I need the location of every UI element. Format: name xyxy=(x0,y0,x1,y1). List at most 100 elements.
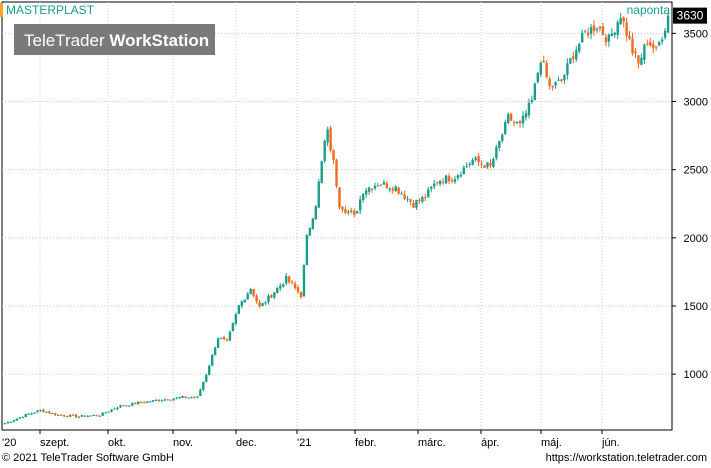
x-tick-label: máj. xyxy=(541,437,562,449)
candle-body xyxy=(444,175,448,184)
candle-body xyxy=(128,405,131,407)
candle-body xyxy=(175,397,178,399)
candle-body xyxy=(181,395,184,398)
candle-body xyxy=(586,32,590,36)
candle-body xyxy=(261,303,264,306)
candle-body xyxy=(628,35,631,39)
candle-body xyxy=(83,415,87,417)
candle-body xyxy=(655,46,658,48)
candle-body xyxy=(326,129,329,143)
candle-body xyxy=(554,81,557,86)
candle-body xyxy=(45,411,48,413)
candle-body xyxy=(18,417,21,419)
candle-body xyxy=(119,405,122,408)
candle-body xyxy=(474,157,477,160)
candle-body xyxy=(208,365,211,376)
candle-body xyxy=(329,127,332,151)
candle-body xyxy=(92,414,95,416)
candle-body xyxy=(666,15,670,33)
candle-body xyxy=(249,289,252,295)
x-tick-label: '21 xyxy=(297,437,311,449)
candle-body xyxy=(646,43,649,45)
candle-body xyxy=(184,396,187,398)
candle-body xyxy=(592,25,596,32)
candle-body xyxy=(116,407,119,410)
candle-body xyxy=(359,199,362,211)
source-url[interactable]: https://workstation.teletrader.com xyxy=(545,452,707,464)
candle-body xyxy=(234,314,238,324)
x-tick-label: ápr. xyxy=(481,437,499,449)
candle-body xyxy=(536,73,539,83)
candle-body xyxy=(435,182,439,184)
candle-body xyxy=(131,402,134,406)
candle-body xyxy=(98,415,101,417)
candle-body xyxy=(370,188,374,190)
candle-body xyxy=(581,32,584,43)
candle-body xyxy=(388,188,391,190)
candle-body xyxy=(462,167,465,175)
candle-body xyxy=(199,389,202,396)
candle-body xyxy=(361,193,365,200)
candle-body xyxy=(33,412,36,414)
candle-body xyxy=(486,162,489,167)
candle-body xyxy=(515,122,519,124)
candle-body xyxy=(619,18,622,25)
candle-body xyxy=(504,122,507,134)
candle-body xyxy=(332,149,335,160)
candle-body xyxy=(489,163,492,166)
candle-body xyxy=(477,156,480,163)
candle-body xyxy=(450,180,454,182)
candle-body xyxy=(293,283,297,289)
candle-body xyxy=(270,294,273,298)
candle-body xyxy=(412,202,415,208)
plot-frame xyxy=(1,1,673,431)
candle-body xyxy=(258,301,261,307)
candle-body xyxy=(252,289,255,297)
interval-label: naponta xyxy=(627,3,671,17)
candle-body xyxy=(418,199,421,201)
candle-body xyxy=(409,199,412,202)
candle-body xyxy=(211,354,214,366)
candle-body xyxy=(36,410,39,413)
candle-body xyxy=(160,400,164,402)
candle-body xyxy=(285,275,288,284)
candle-body xyxy=(560,79,563,82)
candle-body xyxy=(631,38,634,54)
y-tick-label: 3000 xyxy=(684,97,708,109)
candle-body xyxy=(376,185,380,187)
candle-body xyxy=(148,401,152,403)
candle-body xyxy=(63,415,66,417)
candle-body xyxy=(344,209,347,213)
candle-body xyxy=(30,413,33,415)
candle-body xyxy=(364,190,368,195)
candle-body xyxy=(145,401,149,403)
candle-body xyxy=(216,338,220,348)
candle-body xyxy=(169,399,172,401)
candle-body xyxy=(187,397,190,399)
candle-body xyxy=(237,305,241,314)
candle-body xyxy=(465,166,468,168)
candle-body xyxy=(60,414,63,416)
candle-body xyxy=(48,411,51,414)
candle-body xyxy=(290,282,294,284)
candle-body xyxy=(231,322,235,332)
candle-body xyxy=(634,51,637,54)
candle-body xyxy=(518,121,522,124)
candle-body xyxy=(219,337,223,339)
candle-body xyxy=(545,62,548,78)
candle-body xyxy=(279,285,282,289)
candle-body xyxy=(178,397,181,399)
candle-body xyxy=(347,211,350,213)
candle-body xyxy=(323,140,326,162)
candle-body xyxy=(433,183,436,187)
candle-body xyxy=(595,28,599,30)
candle-body xyxy=(601,26,605,35)
candle-body xyxy=(640,57,643,65)
candle-body xyxy=(495,147,498,159)
candle-body xyxy=(142,402,146,404)
y-tick-label: 2000 xyxy=(684,233,708,245)
candle-body xyxy=(12,420,16,422)
watermark-badge xyxy=(14,24,215,55)
candle-body xyxy=(350,210,353,213)
candle-body xyxy=(663,30,667,38)
